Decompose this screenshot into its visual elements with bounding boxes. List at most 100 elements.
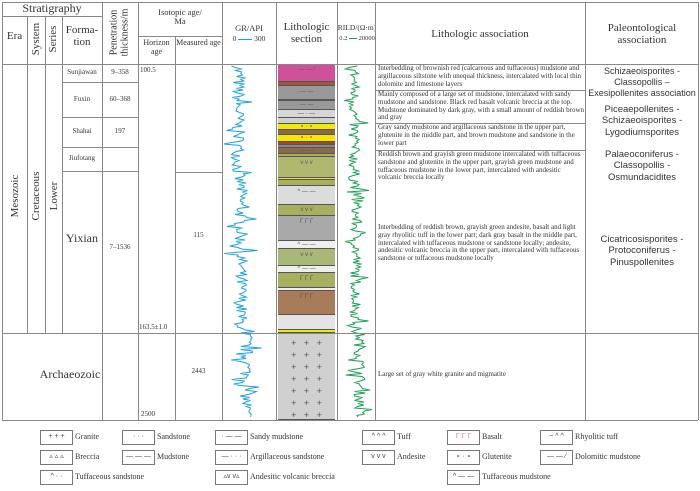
horizon-age-top: 100.5 [140,66,156,74]
grid-line [102,2,103,420]
legend-swatch: ^ — — [447,470,480,485]
legend-label: Basalt [482,432,502,441]
gr-line-key [238,38,253,40]
grid-line [2,2,3,420]
lithologic-section-header: Lithologic section [283,21,330,46]
legend-swatch: — — — [122,450,155,465]
rild-header: RILD/(Ω·m) [337,23,377,32]
legend-swatch: — — ⁄ [540,450,573,465]
lith-assoc-shahai: Gray sandy mudstone and argillaceous san… [378,123,575,147]
lithology-layer [278,100,335,101]
rild-max: 20000 [358,35,375,42]
grid-line [45,16,46,333]
lithology-layer [278,178,335,180]
grid-line [62,82,138,83]
lithology-layer: ᒥ ᒥ ᒥ [278,273,335,288]
lith-assoc-sunjiawan: Interbedding of brownish red (calcareous… [378,64,582,88]
paleo-assoc-4: Cicatricosisporites - Protoconiferus - P… [600,234,684,268]
legend-label: Mudstone [157,452,189,461]
legend-label: Andesitic volcanic breccia [250,472,335,481]
lithology-layer: v v v [278,157,335,178]
legend-swatch: ^ ^ ^ [362,430,395,445]
lithologic-association-header: Lithologic association [431,28,529,40]
lithology-layer: + + + + + + + + + + + + + + + + + + + + … [278,333,335,420]
lithology-layer: ^ — — [278,266,335,273]
lith-assoc-yixian: Interbedding of reddish brown, grayish g… [378,223,580,263]
lithology-layer [278,118,335,124]
legend-label: Argillaceous sandstone [250,452,325,461]
grid-line [698,2,699,420]
legend-swatch: ~ ^ ^ [540,430,573,445]
lithology-layer: — — ⁄ [278,64,335,82]
formation-yixian: Yixian [66,231,98,245]
legend-label: Rhyolitic tuff [575,432,619,441]
paleo-assoc-2: Piceaepollenites - Schizaeoisporites - L… [601,104,683,138]
lithology-layer: — — [278,86,335,100]
gr-scale: 0 300 [222,34,276,43]
legend-swatch: · · · [122,430,155,445]
thickness-sunjiawan: 9–358 [111,68,129,76]
legend-swatch: · — — [215,430,248,445]
grid-line [2,420,698,421]
lithology-layer: ^ — — [278,241,335,249]
grid-line [2,16,102,17]
lithology-layer [278,288,335,291]
legend-label: Sandy mudstone [250,432,304,441]
lithology-layer: ^ — — [278,186,335,205]
lithology-layer: — · — [278,110,335,118]
grid-line [2,333,698,334]
legend-label: Glutenite [482,452,512,461]
formation-header: Forma- tion [65,24,99,49]
horizon-age-header: Horizon age [143,38,170,56]
lith-assoc-archaeozoic: Large set of gray white granite and migm… [378,370,506,378]
lithology-layer: ∘ · ∘ [278,124,335,130]
lithology-layer: ᒥ ᒥ ᒥ [278,216,335,241]
lith-assoc-jiufotang: Reddish brown and grayish green mudstone… [378,150,581,182]
gr-min: 0 [232,34,237,43]
thickness-shahai: 197 [114,127,126,135]
rild-min: 0.2 [339,35,348,42]
legend-label: Tuffaceous sandstone [75,472,145,481]
horizon-age-mid: 163.5±1.0 [139,323,168,331]
grid-line [62,117,138,118]
legend-label: Tuffaceous mudstone [482,472,551,481]
lithology-layer [278,315,335,330]
grid-line [276,2,277,420]
horizon-age-bottom: 2500 [141,410,155,418]
grid-line [62,16,63,333]
legend-label: Andesite [397,452,426,461]
lithology-layer [278,154,335,157]
lithology-layer: ∘ · ∘ [278,135,335,142]
paleo-assoc-3: Palaeoconiferus - Classopollis - Osmunda… [605,149,679,183]
grid-line [375,150,585,151]
gr-curve [223,65,262,418]
grid-line [585,2,586,420]
formation-fuxin: Fuxin [73,95,91,103]
rild-curve [343,65,373,418]
measured-age-archaeozoic: 2443 [191,367,206,375]
stratigraphy-header: Stratigraphy [22,1,82,15]
legend-swatch: ▵ ▵ ▵ [40,450,73,465]
lithology-layer [278,145,335,148]
measured-age-yixian: 115 [193,231,204,239]
rild-line-key [348,38,357,40]
era-archaeozoic: Archaeozoic [39,367,101,381]
paleontological-association-header: Paleontological association [607,22,677,47]
formation-shahai: Shahai [72,127,92,135]
isotopic-age-header: Isotopic age/ Ma [158,7,202,27]
gr-header: GR/API [235,23,263,33]
grid-line [27,16,28,333]
legend-swatch: ᒥ ᒥ ᒥ [447,430,480,445]
thickness-fuxin: 60–368 [109,95,131,103]
legend-label: Breccia [75,452,100,461]
grid-line [375,90,585,91]
lithology-layer [278,180,335,186]
grid-line [2,2,698,3]
grid-line [175,36,176,420]
formation-jiufotang: Jiufotang [68,154,96,162]
measured-age-header: Measured age [176,38,221,47]
legend-label: Granite [75,432,99,441]
lithology-layer [278,130,335,135]
era-header: Era [6,30,23,42]
